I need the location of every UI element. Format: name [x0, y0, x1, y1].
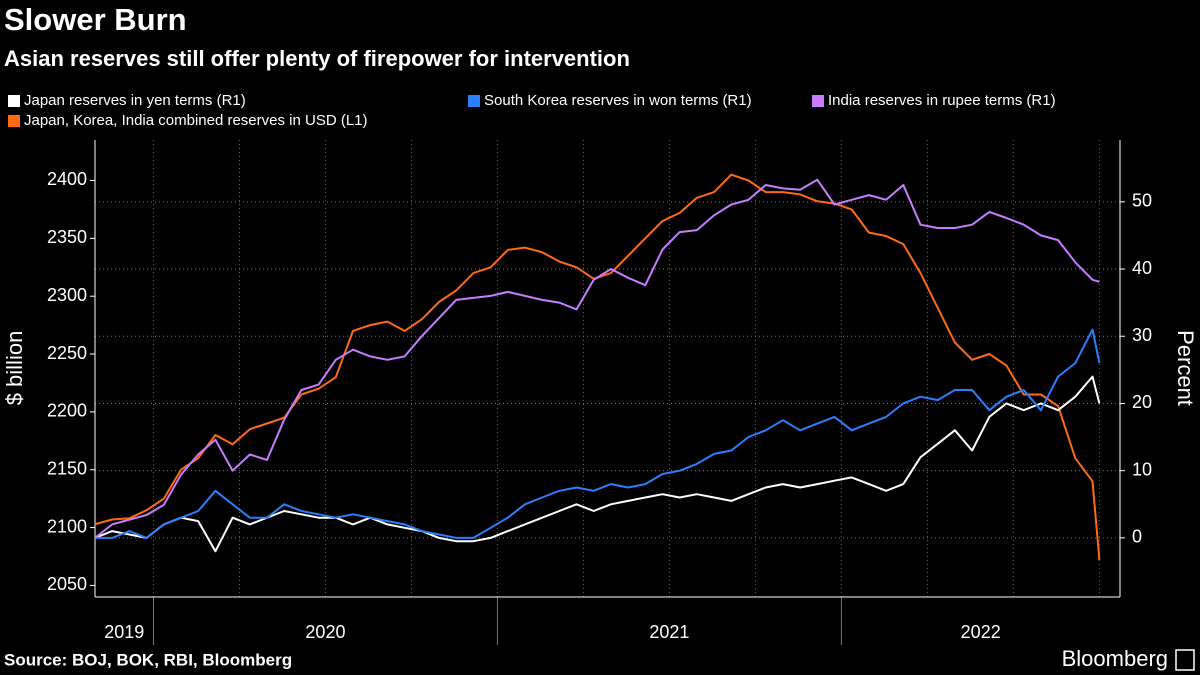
y-tick-label: 2050 [47, 574, 87, 594]
legend-label: Japan reserves in yen terms (R1) [24, 92, 246, 109]
y2-tick-label: 40 [1132, 258, 1152, 278]
legend-label: South Korea reserves in won terms (R1) [484, 92, 752, 109]
x-tick-label: 2021 [649, 622, 689, 642]
chart-title: Slower Burn [4, 2, 187, 37]
logo-icon [1175, 649, 1195, 671]
y-axis-label: $ billion [2, 331, 27, 406]
y-tick-label: 2100 [47, 516, 87, 536]
series-line [94, 178, 1100, 539]
y-tick-label: 2250 [47, 343, 87, 363]
y-tick-label: 2200 [47, 401, 87, 421]
series-line [94, 375, 1101, 553]
y-tick-label: 2150 [47, 458, 87, 478]
y2-tick-label: 30 [1132, 325, 1152, 345]
legend-swatch [812, 95, 824, 107]
legend-swatch [8, 95, 20, 107]
legend-swatch [468, 95, 480, 107]
y2-tick-label: 10 [1132, 459, 1152, 479]
y-tick-label: 2350 [47, 227, 87, 247]
chart-subtitle: Asian reserves still offer plenty of fir… [4, 46, 630, 71]
x-tick-label: 2020 [305, 622, 345, 642]
legend-label: India reserves in rupee terms (R1) [828, 92, 1056, 109]
series-line [94, 173, 1101, 561]
x-tick-label: 2022 [961, 622, 1001, 642]
x-tick-label: 2019 [104, 622, 144, 642]
y-tick-label: 2300 [47, 285, 87, 305]
y2-tick-label: 20 [1132, 392, 1152, 412]
y2-tick-label: 0 [1132, 527, 1142, 547]
series-line [95, 328, 1101, 539]
y2-axis-label: Percent [1173, 330, 1198, 406]
y2-tick-label: 50 [1132, 191, 1152, 211]
source: Source: BOJ, BOK, RBI, Bloomberg [4, 650, 292, 669]
legend-label: Japan, Korea, India combined reserves in… [24, 112, 368, 129]
logo: Bloomberg [1062, 646, 1168, 671]
legend-swatch [8, 115, 20, 127]
y-tick-label: 2400 [47, 169, 87, 189]
